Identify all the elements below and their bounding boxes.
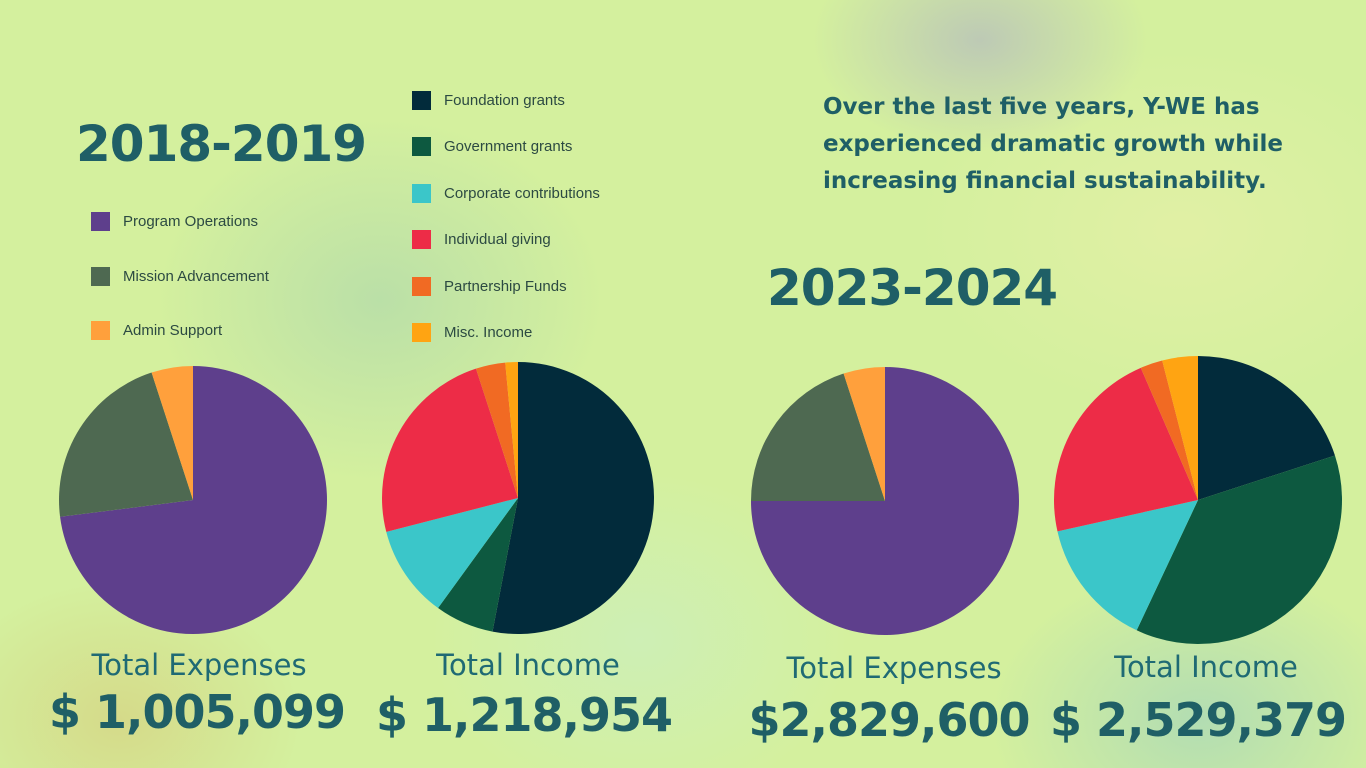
pie-slice-misc-income [505,362,518,498]
pie-expenses-2018 [59,366,327,634]
income-amount-2018: $ 1,218,954 [376,688,673,742]
pie-income-2023 [1054,356,1342,644]
legend-label: Misc. Income [444,324,533,341]
pie-slice-partnership-funds [475,362,518,498]
legend-item-partnership-funds: Partnership Funds [412,277,567,296]
pie-slice-government-grants [438,498,518,632]
pie-slice-foundation-grants [492,362,654,634]
pie-slice-misc-income [1162,356,1198,500]
intro-text: Over the last five years, Y-WE has exper… [823,94,1283,194]
legend-swatch [91,267,110,286]
pie-slice-mission-advancement [751,373,885,501]
legend-label: Foundation grants [444,92,565,109]
legend-label: Program Operations [123,213,259,230]
year-heading-2023: 2023-2024 [767,259,1058,317]
legend-swatch [412,277,431,296]
legend-label: Admin Support [123,322,223,339]
pie-slice-individual-giving [1054,367,1198,532]
pie-slice-corporate-contributions [1057,500,1198,631]
legend-item-mission-advancement: Mission Advancement [91,267,269,286]
pie-slice-mission-advancement [59,372,193,517]
legend-swatch [412,184,431,203]
pie-slice-government-grants [1136,455,1342,644]
legend-swatch [91,321,110,340]
legend-item-individual-giving: Individual giving [412,230,551,249]
legend-swatch [91,212,110,231]
income-caption-2023: Total Income [1114,650,1298,684]
legend-item-admin-support: Admin Support [91,321,222,340]
pie-slice-partnership-funds [1140,360,1198,500]
legend-label: Individual giving [444,231,551,248]
expenses-amount-2018: $ 1,005,099 [49,685,346,739]
pie-expenses-2023 [751,367,1019,635]
pie-slice-program-operations [60,366,327,634]
pie-slice-admin-support [843,367,885,501]
legend-item-corporate-contributions: Corporate contributions [412,184,600,203]
expenses-amount-2023: $2,829,600 [748,693,1030,747]
legend-swatch [412,137,431,156]
income-amount-2023: $ 2,529,379 [1050,693,1347,747]
expenses-caption-2023: Total Expenses [786,651,1002,685]
legend-label: Corporate contributions [444,185,600,202]
legend-item-program-operations: Program Operations [91,212,258,231]
year-heading-2018: 2018-2019 [76,115,367,173]
legend-swatch [412,91,431,110]
legend-label: Mission Advancement [123,268,269,285]
pie-income-2018 [382,362,654,634]
pie-slice-corporate-contributions [386,498,518,609]
pie-slice-admin-support [151,366,193,500]
expenses-caption-2018: Total Expenses [91,648,307,682]
pie-slice-individual-giving [382,368,518,532]
legend-item-foundation-grants: Foundation grants [412,91,565,110]
legend-label: Partnership Funds [444,278,567,295]
legend-label: Government grants [444,138,573,155]
legend-item-misc-income: Misc. Income [412,323,532,342]
legend-swatch [412,230,431,249]
legend-item-government-grants: Government grants [412,137,572,156]
legend-swatch [412,323,431,342]
income-caption-2018: Total Income [436,648,620,682]
pie-slice-foundation-grants [1198,356,1335,500]
